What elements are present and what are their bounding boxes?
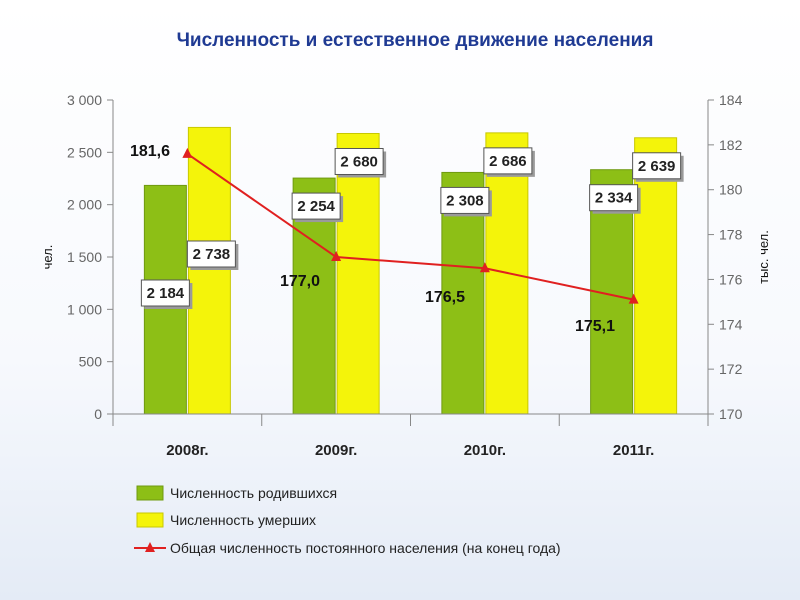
y-axis-left-title: чел. <box>40 245 55 270</box>
population-marker <box>628 293 639 304</box>
bar-died-label: 2 639 <box>638 158 676 175</box>
legend-swatch-born <box>136 485 164 501</box>
bar-died-label-box <box>186 240 236 268</box>
bar-born-label-box <box>140 279 190 307</box>
legend-label-died: Численность умерших <box>170 512 316 528</box>
population-line <box>186 153 634 301</box>
population-label: 176,5 <box>425 289 465 306</box>
y-left-tick-label: 500 <box>79 354 103 370</box>
chart-title: Численность и естественное движение насе… <box>176 30 654 51</box>
y-left-tick-label: 2 000 <box>67 197 102 213</box>
bar-born-label: 2 254 <box>297 198 335 215</box>
legend-swatch-died <box>136 512 164 528</box>
bar-born-label-box <box>440 186 490 214</box>
legend-label-born: Численность родившихся <box>170 485 337 501</box>
population-marker <box>479 262 490 273</box>
population-label: 181,6 <box>130 143 170 160</box>
y-left-tick-label: 0 <box>94 406 102 422</box>
bar-died-label: 2 680 <box>340 153 378 170</box>
population-label: 177,0 <box>280 273 320 290</box>
y-right-tick-label: 172 <box>719 361 743 377</box>
y-right-tick-label: 178 <box>719 227 743 243</box>
x-tick-label: 2008г. <box>166 442 208 459</box>
x-tick-label: 2009г. <box>315 442 357 459</box>
bar-born-label: 2 308 <box>446 192 484 209</box>
y-left-tick-label: 1 000 <box>67 301 102 317</box>
population-marker <box>331 251 342 261</box>
bar-died <box>634 137 678 415</box>
bar-died-label: 2 686 <box>489 153 527 170</box>
bar-died-label: 2 738 <box>193 246 231 263</box>
y-right-tick-label: 176 <box>719 271 743 287</box>
y-right-tick-label: 174 <box>719 316 743 332</box>
bar-born-label-box <box>589 184 639 212</box>
bar-died-label-box <box>334 147 384 175</box>
y-left-tick-label: 1 500 <box>67 249 102 265</box>
y-left-tick-label: 3 000 <box>67 92 102 108</box>
y-left-tick-label: 2 500 <box>67 144 102 160</box>
y-right-tick-label: 184 <box>719 92 743 108</box>
population-marker <box>182 147 193 158</box>
legend-marker-population <box>145 542 155 552</box>
bar-born-label: 2 184 <box>147 285 185 302</box>
y-right-tick-label: 180 <box>719 182 743 198</box>
bar-born-label: 2 334 <box>595 190 633 207</box>
y-axis-right-title: тыс. чел. <box>756 230 771 284</box>
y-right-tick-label: 182 <box>719 137 743 153</box>
x-tick-label: 2010г. <box>464 442 506 459</box>
x-tick-label: 2011г. <box>613 442 654 459</box>
y-right-tick-label: 170 <box>719 406 743 422</box>
bar-died-label-box <box>632 152 682 180</box>
bar-died-label-box <box>483 147 533 175</box>
bar-born-label-box <box>291 192 341 220</box>
legend-label-population: Общая численность постоянного населения … <box>170 540 561 556</box>
bar-died <box>187 126 231 415</box>
bar-died <box>336 132 380 415</box>
population-label: 175,1 <box>575 318 615 335</box>
